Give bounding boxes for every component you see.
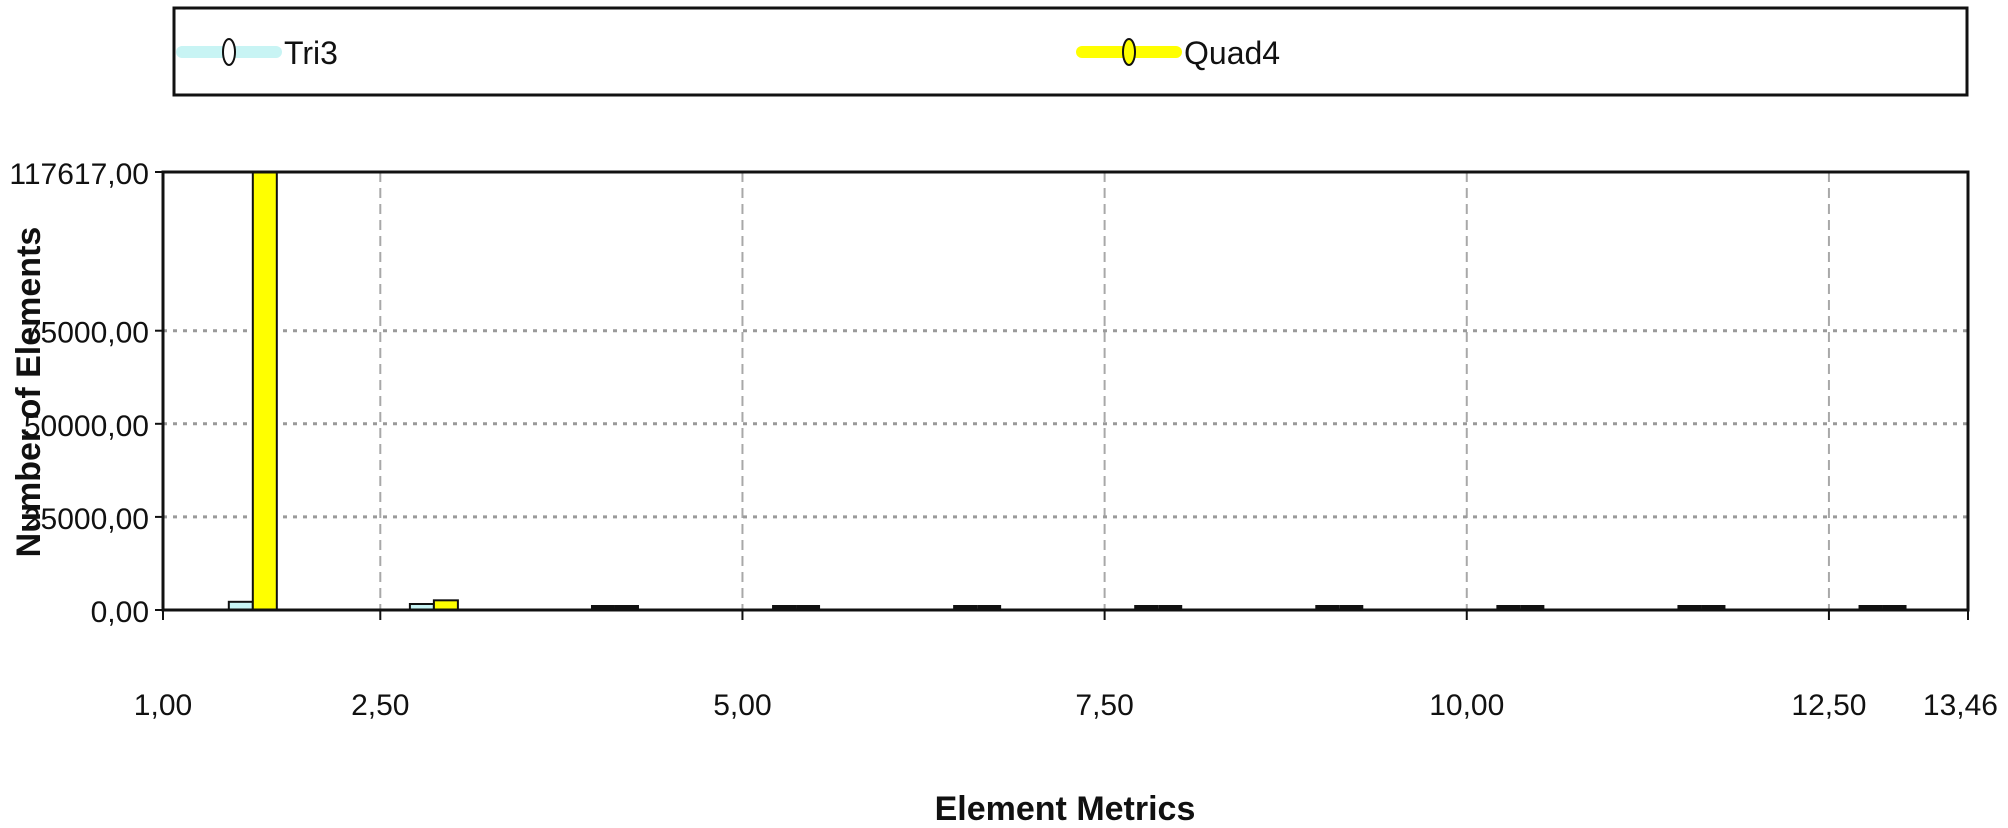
bar-tri3-empty bbox=[953, 605, 978, 610]
y-tick-label: 75000,00 bbox=[24, 317, 149, 350]
legend-item-tri3: Tri3 bbox=[176, 35, 338, 71]
bar-quad4-empty bbox=[1701, 605, 1726, 610]
bar-quad4-empty bbox=[796, 605, 821, 610]
x-tick-label: 7,50 bbox=[1075, 689, 1133, 722]
x-tick-label: 2,50 bbox=[351, 689, 409, 722]
bar-tri3-empty bbox=[1496, 605, 1521, 610]
plot-area: 1,00 2,50 5,00 7,50 10,00 12,50 13,46 0,00 2500… bbox=[9, 158, 1998, 722]
bar-quad4-empty bbox=[1882, 605, 1907, 610]
legend-frame bbox=[172, 6, 1969, 97]
legend: Tri3 Quad4 bbox=[172, 6, 1969, 97]
bars bbox=[227, 171, 1907, 612]
plot-background bbox=[163, 172, 1968, 610]
x-axis-title: Element Metrics bbox=[935, 790, 1196, 828]
legend-marker-tri3 bbox=[222, 38, 236, 66]
legend-marker-quad4 bbox=[1122, 38, 1136, 66]
y-tick-label: 50000,00 bbox=[24, 410, 149, 443]
y-axis-ticks: 0,00 25000,00 50000,00 75000,00 117617,00 bbox=[9, 158, 163, 629]
y-tick-label: 117617,00 bbox=[9, 158, 149, 191]
bar-quad4-empty bbox=[1339, 605, 1364, 610]
x-tick-label: 12,50 bbox=[1791, 689, 1866, 722]
bar-tri3-empty bbox=[1858, 605, 1883, 610]
x-tick-label: 5,00 bbox=[713, 689, 771, 722]
bar-tri3-empty bbox=[1677, 605, 1702, 610]
x-tick-label: 1,00 bbox=[134, 689, 192, 722]
grid-lines bbox=[163, 172, 1968, 610]
bar-quad4 bbox=[251, 171, 278, 611]
x-axis-ticks: 1,00 2,50 5,00 7,50 10,00 12,50 13,46 bbox=[134, 610, 1998, 722]
plot-frame bbox=[161, 170, 1970, 612]
bar-quad4-empty bbox=[614, 605, 639, 610]
bar-quad4-empty bbox=[1520, 605, 1545, 610]
x-tick-label: 10,00 bbox=[1429, 689, 1504, 722]
legend-item-quad4: Quad4 bbox=[1076, 35, 1280, 71]
y-tick-label: 25000,00 bbox=[24, 503, 149, 536]
bar-tri3-empty bbox=[1134, 605, 1159, 610]
y-axis-title: Number of Elements bbox=[10, 227, 48, 558]
bar-tri3-empty bbox=[590, 605, 615, 610]
bar-quad4-empty bbox=[1158, 605, 1183, 610]
bar-tri3-empty bbox=[772, 605, 797, 610]
bar-tri3-empty bbox=[1315, 605, 1340, 610]
legend-label-quad4: Quad4 bbox=[1184, 35, 1280, 71]
y-tick-label: 0,00 bbox=[91, 596, 149, 629]
x-tick-label: 13,46 bbox=[1923, 689, 1998, 722]
legend-label-tri3: Tri3 bbox=[284, 35, 338, 71]
bar-quad4-empty bbox=[977, 605, 1002, 610]
